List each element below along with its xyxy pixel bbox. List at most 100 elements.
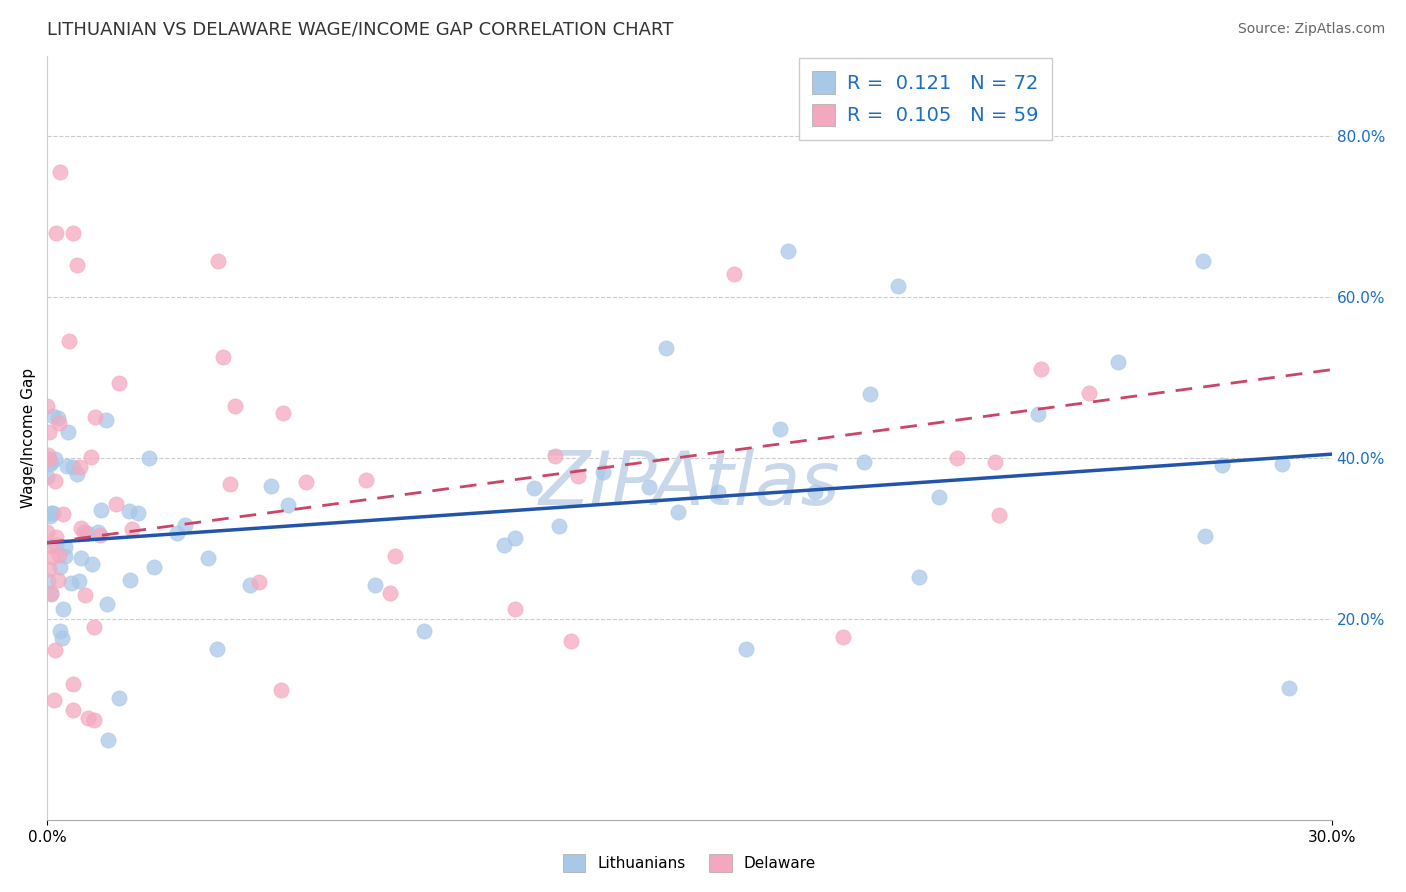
Point (1211, 458, 1233, 472)
Point (58, 334, 80, 348)
Point (260, 479, 283, 493)
Point (62, 460, 84, 475)
Point (494, 538, 516, 552)
Point (96, 597, 118, 611)
Point (723, 268, 745, 282)
Point (984, 455, 1007, 469)
Point (380, 586, 402, 600)
Point (38, 562, 60, 576)
Point (41, 454, 63, 468)
Point (295, 475, 318, 489)
Point (97, 733, 120, 747)
Point (75, 588, 97, 602)
Point (120, 573, 142, 587)
Point (354, 473, 377, 487)
Point (560, 634, 582, 648)
Point (83, 714, 105, 728)
Point (44, 643, 66, 657)
Point (73, 524, 96, 539)
Point (637, 480, 659, 494)
Point (66, 467, 89, 482)
Point (67, 574, 90, 588)
Point (70, 551, 93, 566)
Point (41, 550, 63, 565)
Point (239, 578, 262, 592)
Point (1192, 254, 1215, 268)
Point (852, 455, 875, 469)
Point (48, 548, 70, 562)
Point (988, 508, 1011, 522)
Point (39, 587, 62, 601)
Point (83, 620, 105, 634)
Point (544, 449, 567, 463)
Point (38, 425, 60, 440)
Point (503, 531, 526, 545)
Point (207, 641, 229, 656)
Point (96, 412, 118, 426)
Point (55, 549, 77, 564)
Point (37, 470, 59, 484)
Point (69, 460, 91, 475)
Point (804, 484, 827, 499)
Point (45, 227, 67, 241)
Point (89, 527, 111, 541)
Point (62, 226, 84, 240)
Point (1107, 354, 1129, 368)
Point (277, 498, 299, 512)
Point (666, 505, 689, 519)
Legend: Lithuanians, Delaware: Lithuanians, Delaware (557, 848, 823, 878)
Point (128, 506, 150, 520)
Point (219, 476, 242, 491)
Point (548, 519, 571, 533)
Point (76, 525, 98, 540)
Point (212, 350, 235, 364)
Point (41, 586, 63, 600)
Point (1078, 386, 1101, 401)
Point (1029, 361, 1052, 376)
Point (271, 406, 294, 420)
Point (45, 530, 67, 544)
Point (207, 254, 229, 268)
Point (37, 448, 59, 462)
Point (505, 602, 527, 616)
Point (138, 450, 160, 465)
Point (56, 425, 79, 439)
Point (247, 575, 270, 590)
Point (60, 575, 83, 590)
Text: ZIPAtlas: ZIPAtlas (538, 448, 841, 520)
Point (37, 400, 59, 414)
Point (42, 506, 65, 520)
Text: Source: ZipAtlas.com: Source: ZipAtlas.com (1237, 22, 1385, 37)
Point (37, 574, 59, 589)
Point (735, 642, 758, 657)
Point (118, 503, 141, 517)
Point (224, 399, 246, 413)
Point (121, 522, 143, 536)
Point (887, 278, 910, 293)
Point (1278, 681, 1301, 695)
Point (49, 165, 72, 179)
Point (107, 690, 129, 705)
Point (38, 539, 60, 553)
Y-axis label: Wage/Income Gap: Wage/Income Gap (21, 368, 35, 508)
Point (166, 526, 188, 541)
Point (62, 676, 84, 690)
Point (49, 559, 72, 574)
Point (413, 624, 436, 638)
Point (52, 508, 75, 522)
Point (37, 525, 59, 540)
Point (90, 503, 112, 517)
Point (49, 624, 72, 638)
Point (142, 560, 165, 574)
Point (523, 481, 546, 495)
Point (384, 549, 406, 563)
Point (76, 711, 98, 725)
Point (46, 411, 69, 425)
Point (56, 459, 79, 474)
Point (52, 602, 75, 616)
Point (66, 258, 89, 272)
Point (769, 421, 792, 435)
Point (859, 387, 882, 401)
Point (592, 465, 614, 479)
Text: LITHUANIAN VS DELAWARE WAGE/INCOME GAP CORRELATION CHART: LITHUANIAN VS DELAWARE WAGE/INCOME GAP C… (46, 21, 673, 39)
